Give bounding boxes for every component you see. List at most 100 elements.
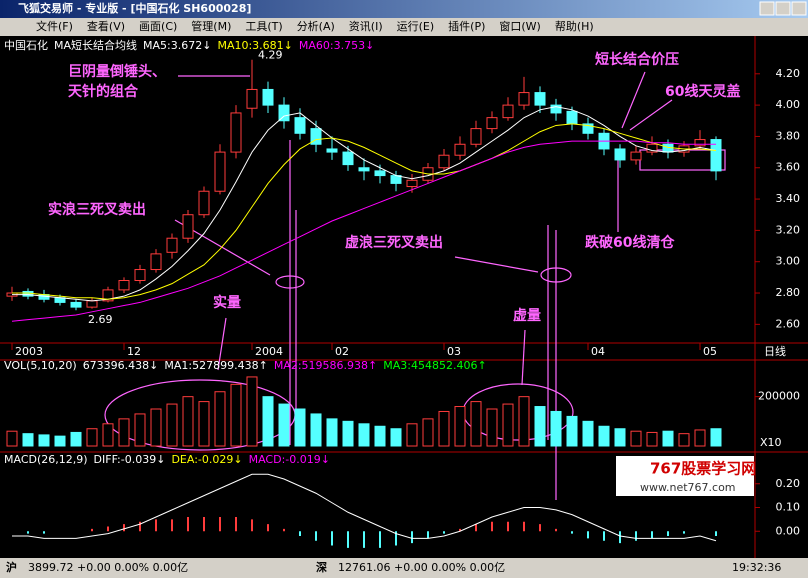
candle-body (182, 214, 194, 239)
ellipse (275, 275, 305, 289)
y-tick-label: 3.80 (776, 129, 801, 142)
candle-body (150, 253, 162, 271)
y-tick-label: 0.00 (776, 524, 801, 537)
menu-item[interactable]: 查看(V) (87, 19, 125, 33)
volume-bar (86, 428, 98, 447)
x-tick-label: 2004 (255, 345, 283, 358)
volume-bar (230, 383, 242, 447)
menu-item[interactable]: 帮助(H) (555, 19, 594, 33)
volume-bar (374, 425, 386, 447)
candle-body (550, 104, 562, 114)
volume-bar (102, 423, 114, 447)
y-tick-label: 4.00 (776, 98, 801, 111)
volume-bar (54, 435, 66, 447)
annotation-marks (104, 71, 726, 500)
menu-item[interactable]: 文件(F) (36, 19, 73, 33)
annotation: 短长结合价压 (595, 51, 679, 68)
minimize-button[interactable] (759, 1, 775, 16)
annotation: 巨阴量倒锤头、 (68, 63, 166, 80)
menu-item[interactable]: 工具(T) (245, 20, 282, 33)
legend-entry: MA5:3.672↓ (143, 39, 211, 52)
x-tick-label: 05 (703, 345, 717, 358)
volume-bar (150, 408, 162, 447)
annotation: 实浪三死叉卖出 (48, 201, 146, 218)
volume-bar (278, 403, 290, 447)
volume-bar (678, 433, 690, 447)
pane-frames (0, 36, 808, 558)
candle-body (646, 143, 658, 153)
arrow (521, 329, 526, 386)
window-title: 飞狐交易师 - 专业版 - [中国石化 SH600028] (18, 1, 251, 15)
candle-body (454, 143, 466, 156)
volume-bar (630, 430, 642, 447)
x-tick-label: 04 (591, 345, 605, 358)
status-bar (0, 558, 808, 578)
volume-bar (662, 430, 674, 447)
scale-label: X10 (760, 436, 782, 449)
x-tick-label: 2003 (15, 345, 43, 358)
status-label: 深 (316, 560, 327, 574)
candle-body (518, 92, 530, 106)
ma-line (12, 123, 717, 300)
ma-line (11, 140, 716, 322)
menu-item[interactable]: 窗口(W) (499, 19, 540, 33)
volume-bar (182, 396, 194, 447)
candle-body (86, 300, 98, 308)
volume-bar (70, 431, 82, 447)
pane-header: MA1:527899.438↑ (164, 359, 267, 372)
annotation: 虚量 (513, 307, 541, 324)
status-label: 沪 (6, 560, 17, 574)
x-tick-label: 12 (127, 345, 141, 358)
volume-bar (550, 410, 562, 447)
volume-bar (566, 415, 578, 447)
close-button[interactable] (791, 1, 807, 16)
volume-bar (310, 413, 322, 447)
volume-bar (438, 410, 450, 447)
menu-item[interactable]: 资讯(I) (349, 20, 383, 33)
menu-item[interactable]: 运行(E) (397, 20, 435, 33)
candle-body (614, 148, 626, 161)
pane-header: MA3:454852.406↑ (383, 359, 486, 372)
menu-item[interactable]: 管理(M) (191, 19, 231, 33)
volume-bar (38, 434, 50, 447)
arrow (621, 71, 646, 129)
watermark-url: www.net767.com (640, 481, 736, 494)
pane-header: MA短长结合均线 (54, 38, 137, 52)
volume-bar (582, 420, 594, 447)
y-tick-label: 3.20 (776, 223, 801, 236)
status-index: 12761.06 +0.00 0.00% 0.00亿 (338, 561, 505, 574)
legend-entry: MA10:3.681↓ (217, 39, 292, 52)
y-tick-label: 200000 (758, 390, 800, 403)
pane-header: DEA:-0.029↓ (171, 453, 242, 466)
period-label: 日线 (764, 344, 786, 358)
annotation: 虚浪三死叉卖出 (345, 234, 443, 251)
pane-header: DIFF:-0.039↓ (94, 453, 166, 466)
candle-body (70, 301, 82, 308)
candle-body (262, 88, 274, 106)
watermark-title: 767股票学习网 (650, 460, 756, 478)
pane-header: MA2:519586.938↑ (274, 359, 377, 372)
annotation: 跌破60线清仓 (585, 234, 675, 251)
low-label: 2.69 (88, 313, 113, 326)
status-clock: 19:32:36 (732, 561, 781, 574)
x-tick-label: 03 (447, 345, 461, 358)
volume-bar (214, 391, 226, 447)
annotation: 天针的组合 (68, 83, 139, 100)
menu-item[interactable]: 画面(C) (139, 20, 177, 33)
annotation: 实量 (213, 294, 241, 311)
candle-body (534, 92, 546, 106)
volume-bar (22, 433, 34, 447)
diff-line (12, 473, 717, 542)
maximize-button[interactable] (775, 1, 791, 16)
candle-body (102, 289, 114, 302)
menu-item[interactable]: 分析(A) (297, 19, 335, 33)
volume-bar (262, 396, 274, 447)
candle-body (198, 190, 210, 216)
volume-bar (198, 401, 210, 447)
volume-bar (406, 423, 418, 447)
volume-bar (246, 376, 258, 447)
y-tick-label: 3.40 (776, 192, 801, 205)
candle-body (710, 139, 722, 172)
candle-body (310, 128, 322, 145)
menu-item[interactable]: 插件(P) (448, 19, 485, 33)
